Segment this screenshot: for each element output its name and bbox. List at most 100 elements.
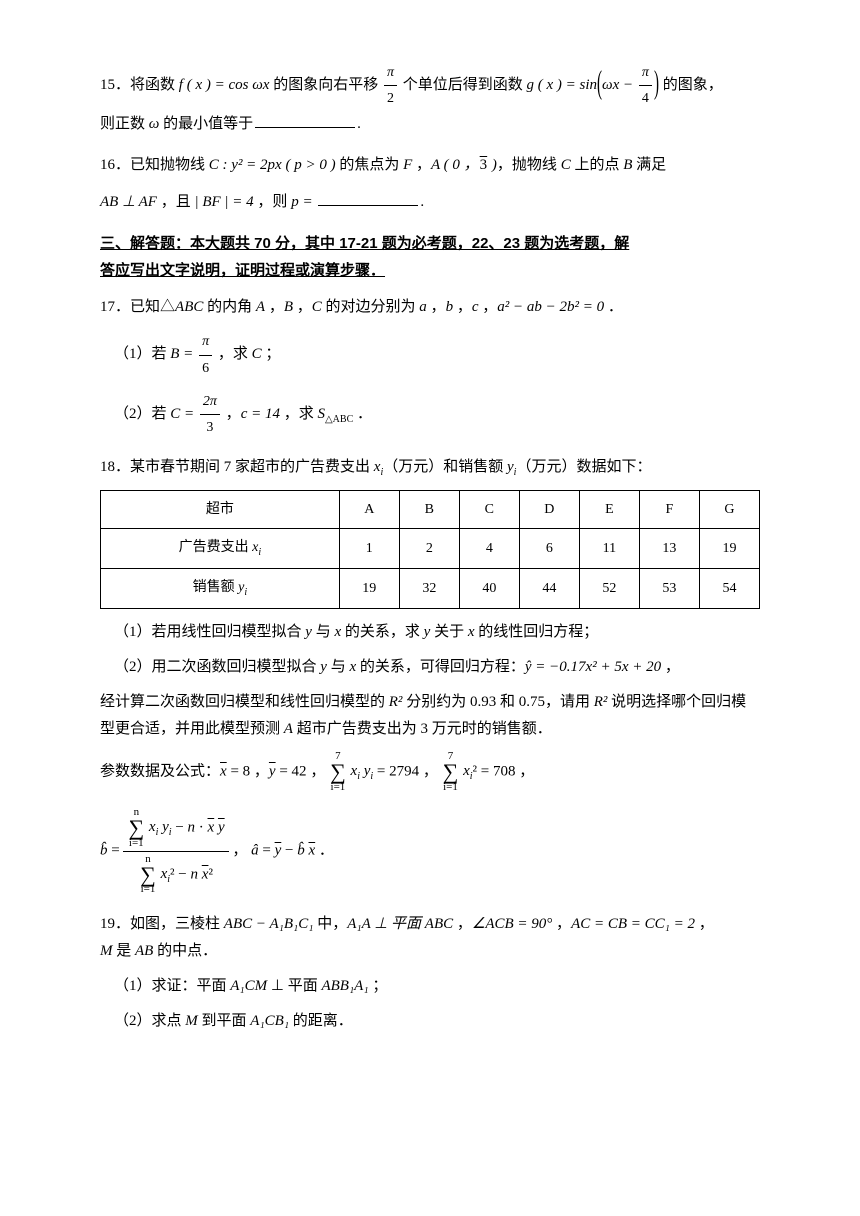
q15-arg: ωx − xyxy=(602,77,637,93)
text: ，则 xyxy=(254,194,292,210)
period: ． xyxy=(604,299,623,315)
q15-line2: 则正数 ω 的最小值等于. xyxy=(100,111,760,138)
col-header: 超市 xyxy=(101,491,340,529)
B: B xyxy=(284,299,293,315)
plane: A₁CB₁ xyxy=(250,1013,289,1029)
comma: ， xyxy=(516,763,535,779)
fraction: π2 xyxy=(384,60,397,111)
text: 到平面 xyxy=(198,1013,251,1029)
perp: A₁A ⊥ 平面 ABC xyxy=(347,916,453,932)
c: c = 14 xyxy=(241,406,280,422)
R2: R² xyxy=(594,694,608,710)
q16-line2: AB ⊥ AF ，且 | BF | = 4 ，则 p = . xyxy=(100,189,760,216)
S: S xyxy=(317,406,325,422)
sigma-icon: 7∑i=1 xyxy=(443,751,459,793)
q19-sub1: （1）求证：平面 A₁CM ⊥ 平面 ABB₁A₁ ； xyxy=(114,973,760,1000)
fraction: 2π3 xyxy=(200,389,220,440)
R2: R² xyxy=(389,694,403,710)
text: ，求 xyxy=(214,347,252,363)
cell: 19 xyxy=(699,529,759,569)
frac-den: 2 xyxy=(384,86,397,111)
y: y xyxy=(320,659,327,675)
answer-blank[interactable] xyxy=(318,190,418,206)
data-table: 超市 A B C D E F G 广告费支出 xi 1 2 4 6 11 13 … xyxy=(100,490,760,609)
q15-gx: g ( x ) = sin xyxy=(527,77,598,93)
col-header: F xyxy=(639,491,699,529)
b: b xyxy=(446,299,454,315)
text: 的最小值等于 xyxy=(159,116,253,132)
p: p = xyxy=(291,194,316,210)
text: 的线性回归方程； xyxy=(475,624,599,640)
question-15: 15．将函数 f ( x ) = cos ωx 的图象向右平移 π2 个单位后得… xyxy=(100,60,760,138)
answer-blank[interactable] xyxy=(255,112,355,128)
F: F xyxy=(403,157,412,173)
question-16: 16．已知抛物线 C : y² = 2px ( p > 0 ) 的焦点为 F ，… xyxy=(100,152,760,216)
B: B xyxy=(623,157,632,173)
sigma-icon: n∑i=1 xyxy=(140,854,156,896)
text: ， xyxy=(412,157,431,173)
comma: ， xyxy=(250,763,269,779)
text: 是 xyxy=(113,943,136,959)
col-header: D xyxy=(519,491,579,529)
col-header: E xyxy=(579,491,639,529)
cell: 4 xyxy=(459,529,519,569)
section-line2: 答应写出文字说明，证明过程或演算步骤． xyxy=(100,262,385,279)
q15-number: 15． xyxy=(100,77,130,93)
num: π xyxy=(202,334,209,349)
comma: ， xyxy=(453,299,472,315)
x: x xyxy=(468,624,475,640)
q16-number: 16． xyxy=(100,157,130,173)
fraction: π4 xyxy=(639,60,652,111)
fraction: n∑i=1 xi yi − n · x y n∑i=1 xi² − n x² xyxy=(123,805,228,898)
comma: ， xyxy=(307,763,326,779)
ref-label: 参数数据及公式： xyxy=(100,763,220,779)
q18-sub2: （2）用二次函数回归模型拟合 y 与 x 的关系，可得回归方程：ŷ = −0.1… xyxy=(114,654,760,681)
label: （1）若 xyxy=(114,347,170,363)
label: （2）若 xyxy=(114,406,170,422)
AB: AB xyxy=(135,943,153,959)
q15-text: 将函数 xyxy=(130,77,179,93)
text: 关于 xyxy=(430,624,468,640)
text: 的焦点为 xyxy=(336,157,404,173)
cell: 32 xyxy=(399,569,459,609)
S-sub: △ABC xyxy=(325,414,353,425)
cell: 19 xyxy=(339,569,399,609)
row-label: 广告费支出 xi xyxy=(101,529,340,569)
angle: ∠ACB = 90° xyxy=(472,916,552,932)
end: ； xyxy=(262,347,281,363)
text: 超市广告费支出为 3 万元时的销售额． xyxy=(293,721,552,737)
text: 的中点． xyxy=(153,943,217,959)
comma: ， xyxy=(293,299,312,315)
text: ， xyxy=(661,659,680,675)
comma: ， xyxy=(427,299,446,315)
text: （2）求点 xyxy=(114,1013,185,1029)
cell: 44 xyxy=(519,569,579,609)
cell: 6 xyxy=(519,529,579,569)
q17-number: 17． xyxy=(100,299,130,315)
cell: 53 xyxy=(639,569,699,609)
text: 的距离． xyxy=(289,1013,353,1029)
yhat: ŷ = −0.17x² + 5x + 20 xyxy=(525,659,661,675)
q17-sub1: （1）若 B = π6 ，求 C ； xyxy=(114,329,760,380)
text: 已知△ xyxy=(130,299,175,315)
q18-sub1: （1）若用线性回归模型拟合 y 与 x 的关系，求 y 关于 x 的线性回归方程… xyxy=(114,619,760,646)
A: A xyxy=(256,299,265,315)
a: a xyxy=(419,299,427,315)
B: B = xyxy=(170,347,197,363)
col-header: B xyxy=(399,491,459,529)
text: 则正数 xyxy=(100,116,149,132)
c: c xyxy=(472,299,479,315)
text: （2）用二次函数回归模型拟合 xyxy=(114,659,320,675)
text: 分别约为 0.93 和 0.75，请用 xyxy=(402,694,593,710)
text: ， xyxy=(552,916,571,932)
A-left: A ( 0 ， xyxy=(431,157,479,173)
q18-bhat-formula: b̂ = n∑i=1 xi yi − n · x y n∑i=1 xi² − n… xyxy=(100,805,760,898)
text: （万元）和销售额 xyxy=(383,459,507,475)
comma: ， xyxy=(419,763,438,779)
omega: ω xyxy=(149,116,160,132)
text: （万元）数据如下： xyxy=(516,459,651,475)
q19-sub2: （2）求点 M 到平面 A₁CB₁ 的距离． xyxy=(114,1008,760,1035)
table-row: 广告费支出 xi 1 2 4 6 11 13 19 xyxy=(101,529,760,569)
cell: 1 xyxy=(339,529,399,569)
prism: ABC − A₁B₁C₁ xyxy=(224,916,314,932)
